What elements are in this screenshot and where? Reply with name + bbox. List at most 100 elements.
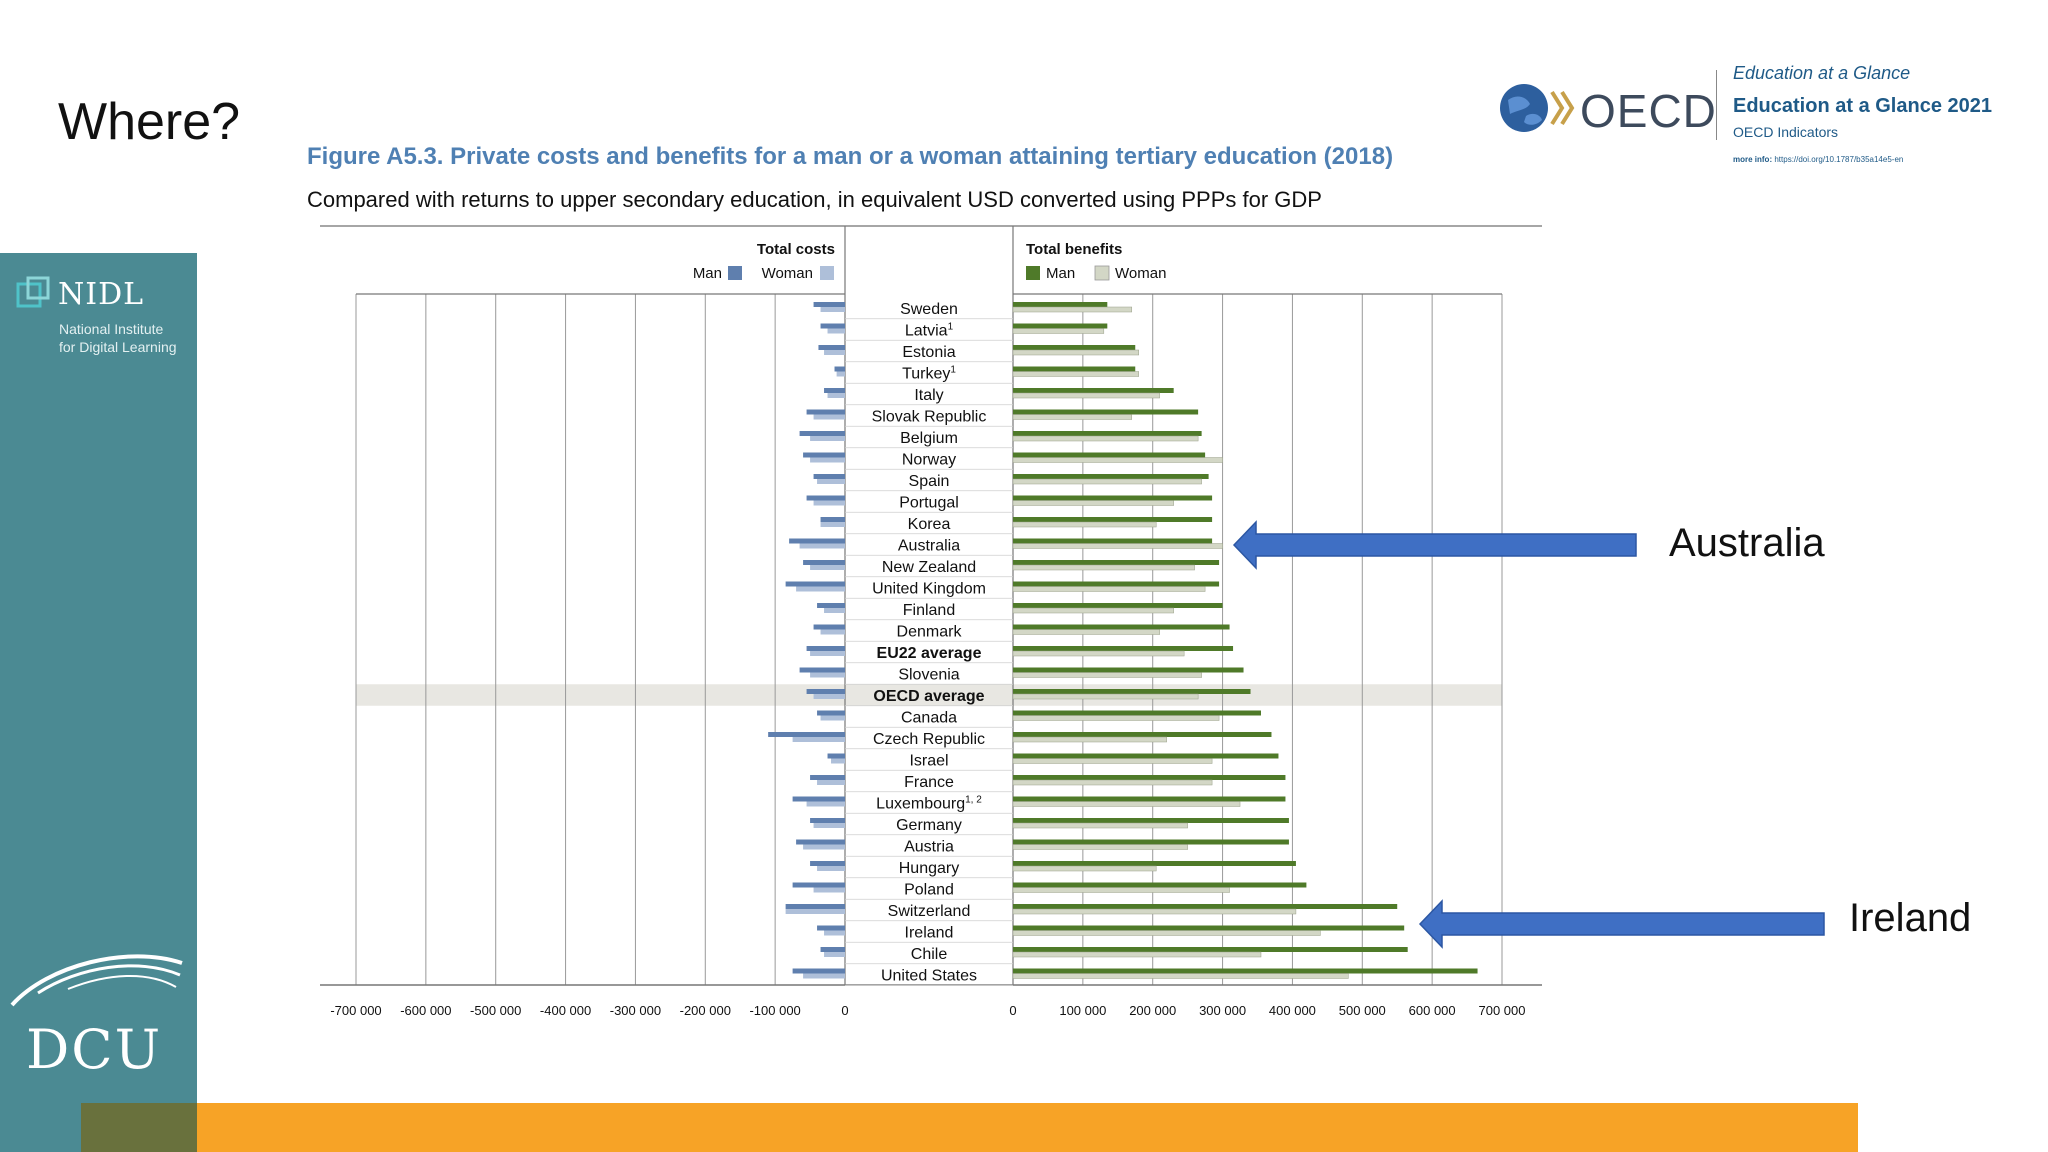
costs-panel-title: Total costs: [757, 241, 835, 258]
bar-cost-man: [813, 474, 845, 479]
eag-title-italic: Education at a Glance: [1733, 63, 1911, 83]
bar-benefit-man: [1013, 366, 1136, 372]
bar-benefit-man: [1013, 538, 1213, 544]
bar-benefit-woman: [1012, 500, 1174, 506]
bar-cost-man: [792, 882, 845, 888]
nidl-logo-icon: [16, 276, 50, 308]
bar-cost-woman: [820, 307, 845, 312]
bar-benefit-man: [1013, 560, 1220, 565]
category-label: United Kingdom: [872, 581, 986, 598]
bar-benefit-man: [1013, 796, 1286, 802]
annotation-ireland-arrow: [1418, 899, 1825, 949]
figure-subtitle: Compared with returns to upper secondary…: [307, 187, 1322, 212]
bar-cost-woman: [813, 500, 845, 506]
dcu-logo-text: DCU: [26, 1018, 163, 1081]
bar-benefit-man: [1013, 947, 1408, 952]
bar-benefit-woman: [1012, 435, 1199, 442]
category-label: OECD average: [873, 688, 984, 705]
benefits-tick-label: 300 000: [1199, 1003, 1246, 1018]
bar-benefit-woman: [1012, 564, 1195, 571]
costs-tick-label: -500 000: [470, 1003, 521, 1018]
eag-indicators: OECD Indicators: [1733, 124, 1839, 140]
bar-cost-man: [806, 646, 845, 651]
bar-benefit-man: [1013, 345, 1136, 350]
bar-benefit-woman: [1012, 650, 1185, 657]
oecd-wordmark: OECD: [1580, 85, 1717, 137]
bar-cost-woman: [810, 436, 845, 441]
bar-cost-woman: [831, 758, 845, 764]
benefits-legend-woman-label: Woman: [1115, 265, 1166, 282]
bar-cost-man: [834, 366, 845, 372]
bar-cost-woman: [813, 823, 845, 828]
bar-cost-man: [785, 904, 845, 909]
bar-cost-woman: [827, 328, 845, 334]
bar-benefit-man: [1013, 495, 1213, 501]
bar-benefit-woman: [1012, 973, 1349, 979]
bar-benefit-man: [1013, 968, 1478, 974]
annotation-australia-label: Australia: [1669, 521, 1825, 565]
bar-benefit-man: [1013, 302, 1108, 307]
costs-legend-woman-label: Woman: [762, 265, 813, 282]
annotation-australia-arrow: [1232, 520, 1637, 570]
footer-bar-dark: [81, 1103, 197, 1152]
bar-cost-man: [813, 624, 845, 630]
bar-benefit-woman: [1012, 457, 1223, 463]
bar-benefit-man: [1013, 323, 1108, 329]
bar-benefit-woman: [1012, 736, 1167, 743]
category-label: Portugal: [899, 495, 959, 512]
bar-benefit-woman: [1012, 801, 1241, 807]
bar-cost-man: [824, 388, 845, 393]
nidl-subtitle-line1: National Institute: [59, 321, 164, 337]
category-label: Norway: [902, 452, 956, 469]
category-label: Ireland: [905, 925, 954, 942]
bar-cost-man: [799, 431, 845, 436]
bar-cost-man: [827, 753, 845, 759]
bar-cost-woman: [803, 973, 845, 979]
costs-tick-label: -100 000: [749, 1003, 800, 1018]
bar-benefit-man: [1013, 452, 1206, 458]
bar-benefit-woman: [1012, 607, 1174, 614]
bar-cost-woman: [817, 780, 845, 785]
bar-benefit-man: [1013, 431, 1202, 436]
costs-legend-man-label: Man: [693, 265, 722, 282]
bar-cost-man: [817, 710, 845, 716]
bar-benefit-woman: [1012, 521, 1157, 528]
bar-cost-man: [796, 839, 845, 845]
category-label: United States: [881, 968, 977, 985]
bar-cost-woman: [820, 715, 845, 721]
bar-cost-man: [810, 818, 845, 823]
bar-cost-man: [799, 667, 845, 673]
category-label: Belgium: [900, 430, 958, 447]
category-label: Slovak Republic: [872, 409, 987, 426]
nidl-logo-text: NIDL: [58, 277, 145, 312]
benefits-tick-label: 100 000: [1059, 1003, 1106, 1018]
bar-cost-woman: [813, 887, 845, 893]
dcu-swoosh-icon: [10, 954, 183, 1007]
category-label: France: [904, 774, 954, 791]
bar-benefit-man: [1013, 775, 1286, 780]
category-label: Denmark: [897, 624, 963, 641]
bar-benefit-man: [1013, 517, 1213, 522]
category-label: Australia: [898, 538, 960, 555]
category-footnote: 1: [950, 365, 956, 376]
category-label: Chile: [911, 946, 948, 963]
category-label: Finland: [903, 602, 955, 619]
bar-benefit-woman: [1012, 328, 1105, 334]
bar-benefit-man: [1013, 861, 1296, 866]
oecd-globe-icon: [1500, 84, 1575, 132]
category-label: EU22 average: [877, 645, 982, 662]
bar-benefit-woman: [1012, 779, 1213, 786]
bar-benefit-man: [1013, 624, 1230, 630]
bar-cost-woman: [813, 694, 845, 699]
bar-cost-woman: [824, 930, 845, 936]
costs-tick-label: -400 000: [540, 1003, 591, 1018]
costs-legend-woman-swatch: [820, 266, 834, 280]
bar-cost-woman: [810, 565, 845, 570]
benefits-tick-label: 400 000: [1269, 1003, 1316, 1018]
benefits-tick-label: 0: [1009, 1003, 1016, 1018]
bar-benefit-man: [1013, 839, 1289, 845]
bar-cost-man: [810, 861, 845, 866]
bar-benefit-woman: [1012, 844, 1188, 850]
bar-cost-woman: [785, 909, 845, 914]
bar-cost-man: [803, 452, 845, 458]
